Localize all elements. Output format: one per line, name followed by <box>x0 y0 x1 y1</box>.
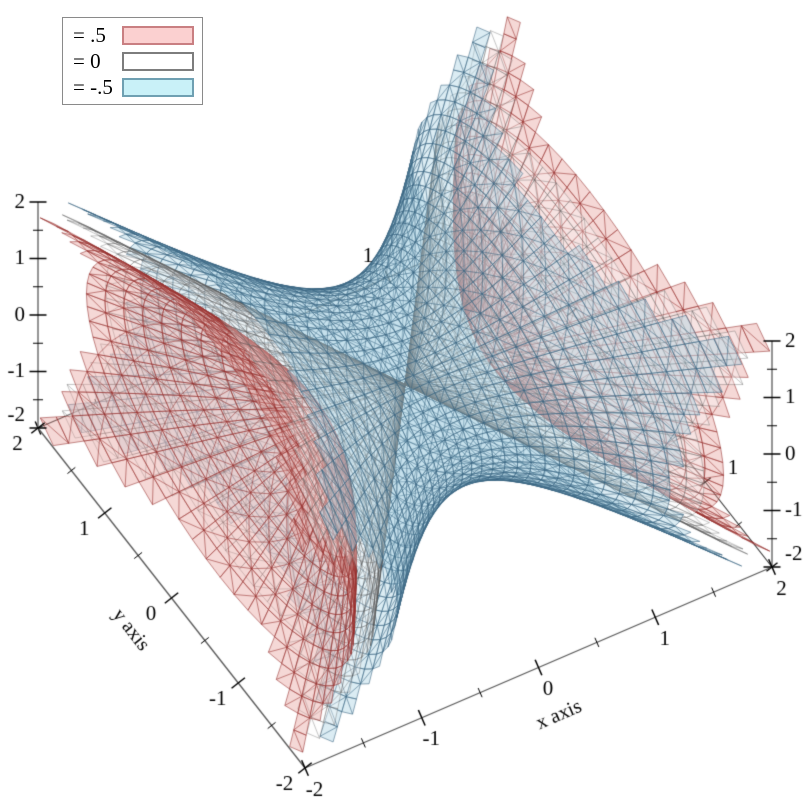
legend-swatch-blue <box>122 77 194 97</box>
legend-label: = .5 <box>73 22 106 47</box>
legend-entry: = .5 <box>73 22 194 48</box>
legend-swatch-red <box>122 25 194 45</box>
legend-swatch-white <box>122 51 194 71</box>
legend: = .5 = 0 = -.5 <box>62 17 203 105</box>
legend-label: = 0 <box>73 48 101 73</box>
legend-entry: = 0 <box>73 48 194 74</box>
legend-label: = -.5 <box>73 74 113 99</box>
legend-entry: = -.5 <box>73 74 194 100</box>
